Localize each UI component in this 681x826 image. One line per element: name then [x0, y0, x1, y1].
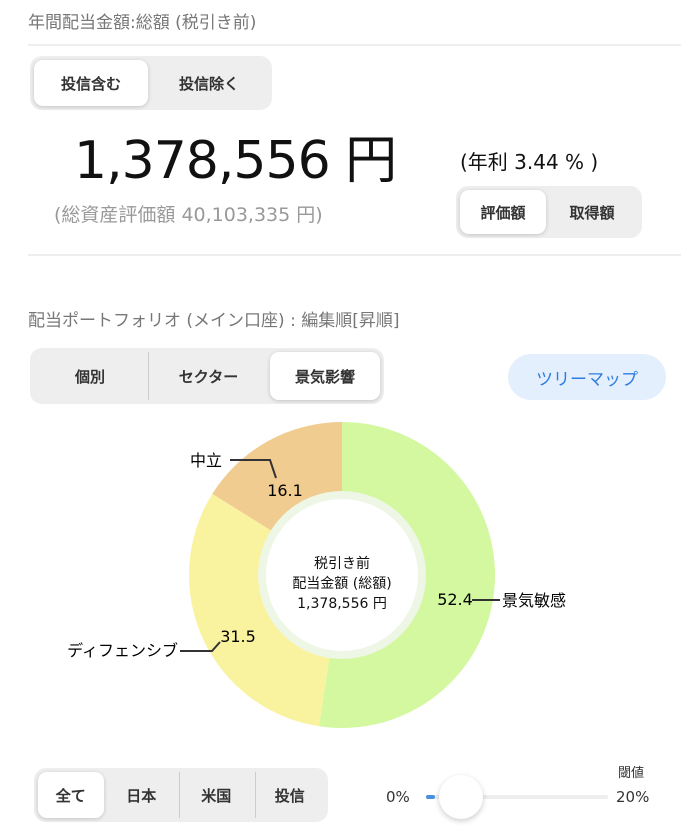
threshold-min: 0%	[386, 788, 410, 806]
filter-us[interactable]: 米国	[179, 772, 252, 818]
filter-japan[interactable]: 日本	[126, 786, 157, 805]
slice-value-label: 16.1	[267, 481, 303, 500]
threshold-label: 閾値	[618, 766, 645, 781]
market-value-button[interactable]: 評価額	[460, 190, 546, 234]
tab-economic-impact[interactable]: 景気影響	[270, 352, 380, 400]
threshold-max: 20%	[616, 788, 650, 806]
donut-hole	[266, 499, 418, 651]
tab-sector[interactable]: セクター	[148, 352, 268, 400]
threshold-slider[interactable]	[426, 775, 608, 819]
filter-all[interactable]: 全て	[38, 772, 104, 818]
tab-individual[interactable]: 個別	[74, 367, 105, 386]
slider-fill	[426, 795, 436, 799]
filter-funds[interactable]: 投信	[254, 772, 325, 818]
slider-thumb[interactable]	[439, 775, 484, 819]
section-title: 年間配当金額:総額 (税引き前)	[28, 13, 257, 33]
center-label-line: 1,378,556 円	[297, 596, 387, 612]
region-filter: 全て 日本 米国 投信	[34, 768, 328, 822]
donut-slice-2[interactable]	[212, 422, 342, 533]
divider	[28, 254, 681, 256]
donut-slice-0[interactable]	[319, 422, 496, 728]
annual-yield: (年利 3.44 % )	[460, 150, 599, 174]
donut-slice-1[interactable]	[189, 493, 330, 727]
slice-name-label: 中立	[190, 451, 222, 470]
center-label-line: 配当金額 (総額)	[292, 576, 392, 592]
fund-toggle: 投信含む 投信除く	[30, 56, 272, 110]
cost-basis-button[interactable]: 取得額	[569, 203, 615, 222]
total-assets: (総資産評価額 40,103,335 円)	[54, 204, 323, 226]
treemap-button[interactable]: ツリーマップ	[508, 354, 666, 400]
portfolio-tabs: 個別 セクター 景気影響	[30, 348, 384, 404]
divider	[28, 44, 681, 46]
fund-exclude-button[interactable]: 投信除く	[178, 74, 239, 93]
fund-include-button[interactable]: 投信含む	[34, 60, 148, 106]
leader-line	[230, 459, 277, 479]
portfolio-title: 配当ポートフォリオ (メイン口座) : 編集順[昇順]	[28, 311, 400, 331]
basis-toggle: 評価額 取得額	[456, 186, 642, 238]
slice-value-label: 52.4	[437, 590, 473, 609]
dividend-amount: 1,378,556 円	[74, 131, 397, 191]
leader-line	[180, 641, 221, 652]
slice-value-label: 31.5	[220, 627, 256, 646]
slice-name-label: 景気敏感	[502, 591, 566, 610]
slice-name-label: ディフェンシブ	[67, 641, 178, 660]
donut-center-label: 税引き前 配当金額 (総額) 1,378,556 円	[262, 554, 422, 614]
donut-chart: 52.4 景気敏感 31.5 ディフェンシブ 16.1 中立	[67, 422, 566, 728]
center-label-line: 税引き前	[314, 556, 370, 572]
